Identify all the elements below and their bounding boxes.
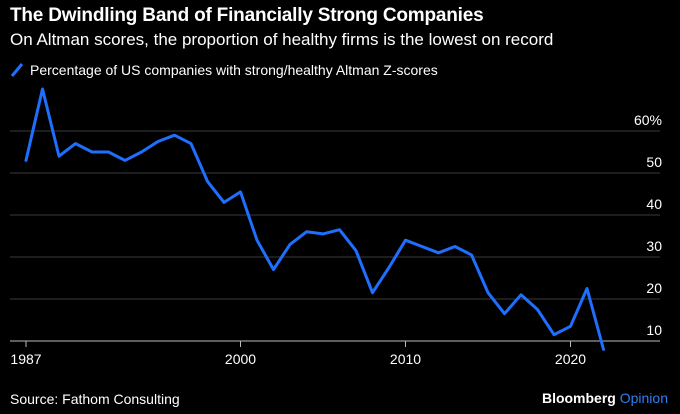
data-point-1991	[91, 151, 93, 153]
data-point-1996	[174, 134, 175, 136]
x-tick-label-2010: 2010	[390, 351, 421, 367]
x-tick-label-1987: 1987	[10, 351, 41, 367]
data-point-2022	[603, 348, 604, 350]
data-point-2017	[520, 294, 522, 296]
legend-line-icon	[10, 63, 24, 77]
data-point-1993	[124, 159, 126, 161]
data-point-2019	[553, 334, 555, 336]
y-tick-label-30: 30	[646, 238, 662, 254]
data-point-1995	[157, 141, 159, 142]
brand-suffix: Opinion	[619, 390, 668, 406]
brand-logo: Bloomberg Opinion	[542, 390, 668, 406]
data-point-1987	[25, 159, 27, 161]
data-point-2002	[273, 269, 274, 271]
y-tick-label-10: 10	[646, 322, 662, 338]
data-point-2005	[322, 233, 324, 235]
data-point-2001	[256, 239, 258, 241]
y-tick-label-50: 50	[646, 154, 662, 170]
data-point-2011	[421, 246, 423, 247]
data-point-2016	[504, 313, 505, 315]
data-point-1998	[207, 180, 208, 182]
data-point-2003	[289, 243, 291, 245]
data-point-1988	[42, 88, 43, 90]
y-tick-label-20: 20	[646, 280, 662, 296]
data-point-2007	[355, 250, 357, 252]
data-point-1990	[75, 143, 76, 145]
y-tick-label-60: 60%	[634, 112, 662, 128]
data-point-2013	[454, 246, 456, 247]
data-point-1999	[223, 201, 225, 203]
data-point-2008	[372, 292, 373, 294]
data-point-2021	[586, 288, 588, 289]
data-point-1997	[190, 143, 192, 145]
data-point-2004	[306, 231, 307, 233]
source-note: Source: Fathom Consulting	[10, 391, 180, 407]
data-point-1992	[108, 151, 109, 153]
data-point-2006	[339, 229, 340, 231]
series-line-0	[24, 87, 605, 351]
legend-label: Percentage of US companies with strong/h…	[30, 62, 438, 78]
data-point-2009	[388, 267, 390, 268]
chart-subtitle: On Altman scores, the proportion of heal…	[10, 30, 554, 49]
legend: Percentage of US companies with strong/h…	[10, 62, 438, 78]
x-tick-label-2000: 2000	[225, 351, 256, 367]
data-point-2020	[570, 325, 571, 327]
data-point-2012	[438, 252, 439, 254]
data-point-2014	[471, 254, 472, 256]
x-tick-label-2020: 2020	[555, 351, 586, 367]
y-tick-label-40: 40	[646, 196, 662, 212]
data-point-2010	[405, 239, 406, 241]
data-point-1994	[141, 151, 142, 153]
data-point-2015	[487, 292, 489, 294]
brand-name: Bloomberg	[541, 390, 616, 406]
data-point-1989	[58, 155, 60, 157]
data-point-2018	[537, 309, 538, 310]
chart-title: The Dwindling Band of Financially Strong…	[10, 5, 484, 26]
data-point-2000	[240, 191, 241, 193]
